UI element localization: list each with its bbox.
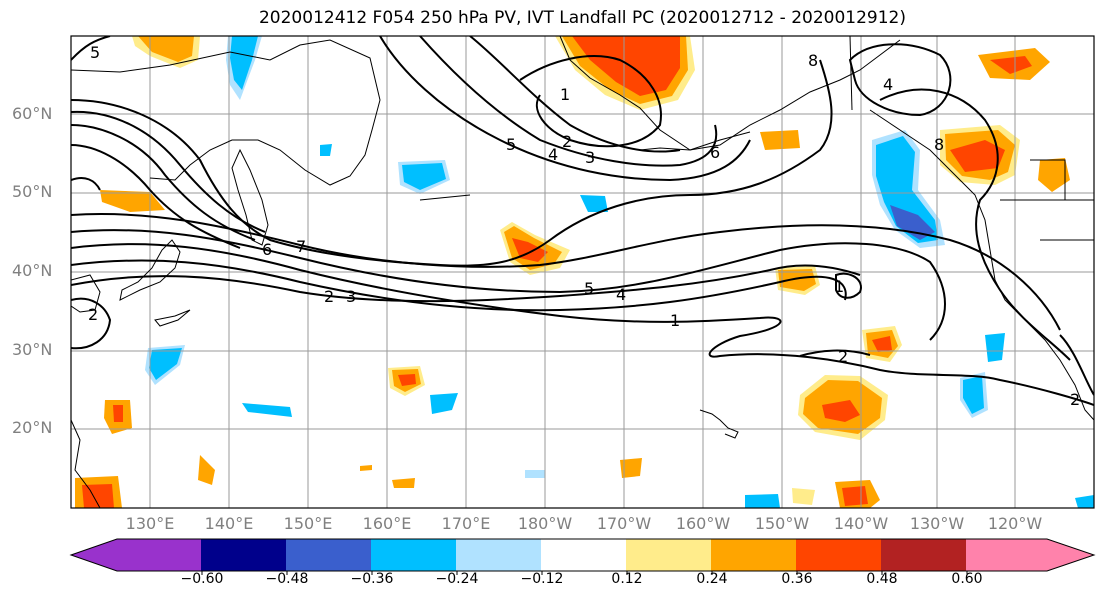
colorbar-bin-1 [116,539,202,571]
graticule [71,36,1094,508]
contour-label-5-jet: 5 [584,279,594,298]
colorbar-tick-neg024: −0.24 [435,571,479,587]
contour-label-2-east: 2 [838,347,848,366]
pv-contours [71,36,1094,406]
contour-label-8-bc: 8 [934,135,944,154]
contour-label-3-alaska: 3 [585,148,595,167]
contour-label-1-east: 1 [834,277,844,296]
contour-label-2-west: 2 [88,305,98,324]
lat-label-60n: 60°N [12,104,53,123]
colorbar-extend-low [71,539,117,571]
colorbar-bin-6 [541,539,627,571]
colorbar-bin-11 [966,539,1048,571]
colorbar-tick-neg012: −0.12 [520,571,564,587]
contour-label-4-jet: 4 [616,285,626,304]
lat-label-30n: 30°N [12,340,53,359]
contour-label-2-jet: 2 [324,287,334,306]
contour-label-1-alaska: 1 [560,85,570,104]
coast-north-america [869,109,1094,421]
colorbar-tick-036: 0.36 [781,571,813,587]
lon-label-140w: 140°W [833,514,889,533]
lon-label-160e: 160°E [362,514,412,533]
contour-label-1-jet: 1 [670,311,680,330]
colorbar-tick-neg036: −0.36 [350,571,394,587]
lon-label-120w: 120°W [987,514,1043,533]
colorbar-tick-neg048: −0.48 [265,571,309,587]
pv-contour-alaska-trough [379,36,751,182]
colorbar-bin-2 [201,539,287,571]
lon-label-160w: 160°W [675,514,731,533]
map-frame [70,35,1095,509]
lon-label-170w: 170°W [596,514,652,533]
contour-label-4-ne: 4 [883,75,893,94]
lat-label-50n: 50°N [12,182,53,201]
colorbar-tick-024: 0.24 [696,571,728,587]
lon-label-140e: 140°E [204,514,254,533]
lat-label-40n: 40°N [12,261,53,280]
coast-kamchatka [231,148,269,246]
colorbar-bin-9 [796,539,882,571]
contour-label-4-bering: 4 [548,145,558,164]
lon-label-170e: 170°E [441,514,491,533]
contour-label-8-gulf: 8 [808,51,818,70]
contour-label-6-kuril: 6 [262,240,272,259]
coast-china [71,419,101,508]
contour-labels: 5 1 2 3 5 4 6 8 4 7 6 2 3 5 4 1 1 2 2 2 … [88,43,1080,409]
pv-contour-1-south [71,243,1094,406]
contour-label-5-bering: 5 [506,135,516,154]
colorbar-tick-060: 0.60 [951,571,983,587]
colorbar-bin-8 [711,539,797,571]
pv-shading [75,36,1094,508]
contour-label-2-alaska: 2 [562,132,572,151]
colorbar-bin-10 [881,539,967,571]
lon-label-130e: 130°E [125,514,175,533]
colorbar-tick-neg060: −0.60 [180,571,224,587]
contour-label-2-se: 2 [1070,390,1080,409]
colorbar-bin-5 [456,539,542,571]
colorbar [69,538,1096,575]
colorbar-tick-012: 0.12 [611,571,643,587]
colorbar-bin-3 [286,539,372,571]
map-title: 2020012412 F054 250 hPa PV, IVT Landfall… [258,8,906,28]
contour-label-7-kuril: 7 [296,237,306,256]
colorbar-tick-048: 0.48 [866,571,898,587]
lon-label-180w: 180°W [517,514,573,533]
lon-label-130w: 130°W [909,514,965,533]
colorbar-extend-high [1047,539,1094,571]
coast-siberia [71,39,381,186]
lon-label-150e: 150°E [283,514,333,533]
contour-label-5-nw: 5 [90,43,100,62]
coast-korea [71,274,101,313]
colorbar-bin-7 [626,539,712,571]
colorbar-bin-4 [371,539,457,571]
contour-label-3-jet: 3 [346,287,356,306]
coast-japan [119,239,181,301]
contour-label-6-gulf: 6 [710,143,720,162]
lon-label-150w: 150°W [754,514,810,533]
lat-label-20n: 20°N [12,418,53,437]
